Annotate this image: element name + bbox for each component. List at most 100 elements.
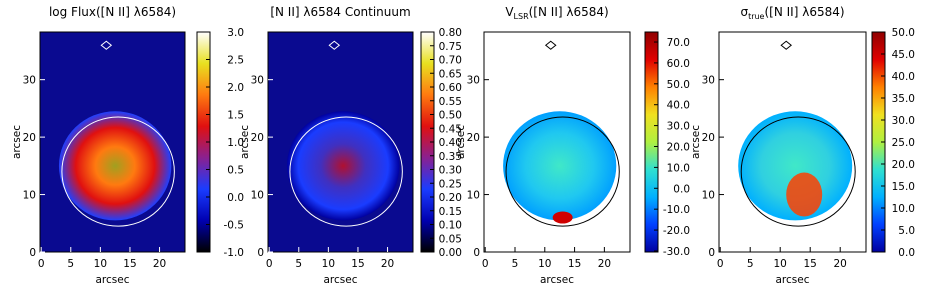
colorbar-tick-label: 0.5 bbox=[227, 165, 244, 177]
colorbar-tick-label: -1.0 bbox=[224, 247, 245, 259]
colorbar-tick-label: 20.0 bbox=[667, 141, 690, 153]
y-axis-label: arcsec bbox=[11, 125, 23, 159]
y-tick-label: 20 bbox=[702, 132, 715, 144]
colorbar-tick-label: 1.5 bbox=[227, 110, 244, 122]
contour bbox=[505, 116, 620, 227]
colorbar-tick-label: -30.0 bbox=[663, 246, 690, 258]
x-tick-label: 5 bbox=[747, 258, 754, 270]
x-axis-label: arcsec bbox=[96, 274, 130, 286]
colorbar-tick-label: 0.25 bbox=[439, 178, 462, 190]
contour bbox=[740, 116, 856, 227]
title-main: σ bbox=[740, 5, 748, 19]
plot-frame bbox=[718, 31, 867, 253]
colorbar-tick-label: 40.0 bbox=[667, 100, 690, 112]
x-tick-label: 15 bbox=[351, 258, 364, 270]
y-tick-label: 30 bbox=[702, 75, 715, 87]
x-axis-label: arcsec bbox=[540, 274, 574, 286]
panel-title: VLSR([N II] λ6584) bbox=[505, 5, 608, 21]
colorbar-tick-label: 2.0 bbox=[227, 82, 244, 94]
colorbar-tick-label: 0.0 bbox=[898, 247, 915, 259]
colorbar-tick-label: 2.5 bbox=[227, 55, 244, 67]
x-tick-label: 20 bbox=[381, 258, 394, 270]
colorbar-tick-label: -20.0 bbox=[663, 225, 690, 237]
colorbar-tick-label: 0.20 bbox=[439, 192, 462, 204]
y-tick-label: 10 bbox=[23, 190, 36, 202]
x-tick-label: 10 bbox=[538, 258, 551, 270]
colorbar-tick-label: 45.0 bbox=[892, 49, 915, 61]
colorbar-tick-label: 0.15 bbox=[439, 206, 462, 218]
colorbar-tick-label: 40.0 bbox=[892, 71, 915, 83]
x-tick-label: 5 bbox=[67, 258, 74, 270]
x-tick-label: 5 bbox=[512, 258, 519, 270]
colorbar-tick-label: 0.60 bbox=[439, 82, 462, 94]
y-tick-label: 10 bbox=[702, 190, 715, 202]
colorbar-tick-label: 0.75 bbox=[439, 41, 462, 53]
map-blob bbox=[738, 111, 853, 221]
x-tick-label: 20 bbox=[598, 258, 611, 270]
y-tick-label: 0 bbox=[708, 247, 715, 259]
colorbar-tick-label: -10.0 bbox=[663, 204, 690, 216]
y-tick-label: 0 bbox=[29, 247, 36, 259]
y-tick-label: 10 bbox=[251, 190, 264, 202]
colorbar-tick-label: 25.0 bbox=[892, 137, 915, 149]
colorbar-tick-label: 20.0 bbox=[892, 159, 915, 171]
colorbar-tick-label: 0.0 bbox=[227, 192, 244, 204]
map-blob bbox=[58, 111, 172, 221]
map-blob bbox=[503, 111, 617, 221]
title-sub: true bbox=[748, 12, 764, 21]
map-blob bbox=[286, 111, 400, 221]
orientation-marker bbox=[328, 40, 341, 50]
colorbar-tick-label: 50.0 bbox=[892, 27, 915, 39]
orientation-marker bbox=[544, 40, 557, 50]
x-tick-label: 10 bbox=[322, 258, 335, 270]
colorbar-tick-label: 60.0 bbox=[667, 58, 690, 70]
y-axis-label: arcsec bbox=[455, 125, 467, 159]
colorbar-tick-label: 0.55 bbox=[439, 96, 462, 108]
x-tick-label: 0 bbox=[266, 258, 273, 270]
colorbar-tick-label: 50.0 bbox=[667, 79, 690, 91]
orientation-marker bbox=[100, 40, 113, 50]
panel: VLSR([N II] λ6584) 0 5 10 15 20 0 10 20 30 arcsec a… bbox=[455, 5, 690, 286]
colorbar-tick-label: 15.0 bbox=[892, 181, 915, 193]
y-tick-label: 20 bbox=[467, 132, 480, 144]
map-blob bbox=[552, 211, 573, 224]
y-axis-label: arcsec bbox=[690, 125, 702, 159]
x-tick-label: 20 bbox=[153, 258, 166, 270]
colorbar-tick-label: -0.5 bbox=[224, 220, 245, 232]
x-tick-label: 20 bbox=[834, 258, 847, 270]
panel-title: σtrue([N II] λ6584) bbox=[740, 5, 844, 21]
map-blob bbox=[786, 172, 823, 217]
panel-title: log Flux([N II] λ6584) bbox=[49, 5, 176, 19]
colorbar bbox=[644, 31, 659, 253]
colorbar-tick-label: 0.65 bbox=[439, 68, 462, 80]
y-tick-label: 30 bbox=[467, 75, 480, 87]
panel: [N II] λ6584 Continuum 0 5 10 15 20 0 10 20 30 arc… bbox=[239, 5, 462, 286]
y-axis-label: arcsec bbox=[239, 125, 251, 159]
colorbar-tick-label: 5.0 bbox=[898, 225, 915, 237]
colorbar-tick-label: 0.70 bbox=[439, 55, 462, 67]
x-tick-label: 0 bbox=[38, 258, 45, 270]
y-tick-label: 0 bbox=[473, 247, 480, 259]
colorbar-tick-label: 30.0 bbox=[892, 115, 915, 127]
title-rest: ([N II] λ6584) bbox=[529, 5, 609, 19]
x-tick-label: 15 bbox=[804, 258, 817, 270]
x-axis-label: arcsec bbox=[776, 274, 810, 286]
colorbar-tick-label: 0.00 bbox=[439, 247, 462, 259]
colorbar-tick-label: 70.0 bbox=[667, 37, 690, 49]
colorbar-tick-label: 30.0 bbox=[667, 121, 690, 133]
x-tick-label: 0 bbox=[482, 258, 489, 270]
colorbar-tick-label: 10.0 bbox=[667, 162, 690, 174]
colorbar-tick-label: 10.0 bbox=[892, 203, 915, 215]
plot-frame bbox=[39, 31, 186, 253]
x-tick-label: 15 bbox=[568, 258, 581, 270]
colorbar-tick-label: 0.45 bbox=[439, 123, 462, 135]
orientation-marker bbox=[780, 40, 793, 50]
y-tick-label: 30 bbox=[23, 75, 36, 87]
colorbar-tick-label: 0.30 bbox=[439, 165, 462, 177]
x-tick-label: 5 bbox=[295, 258, 302, 270]
colorbar-tick-label: 35.0 bbox=[892, 93, 915, 105]
title-rest: ([N II] λ6584) bbox=[764, 5, 844, 19]
x-tick-label: 0 bbox=[717, 258, 724, 270]
panel: log Flux([N II] λ6584) 0 5 10 15 20 0 10 20 30 arc… bbox=[11, 5, 244, 286]
